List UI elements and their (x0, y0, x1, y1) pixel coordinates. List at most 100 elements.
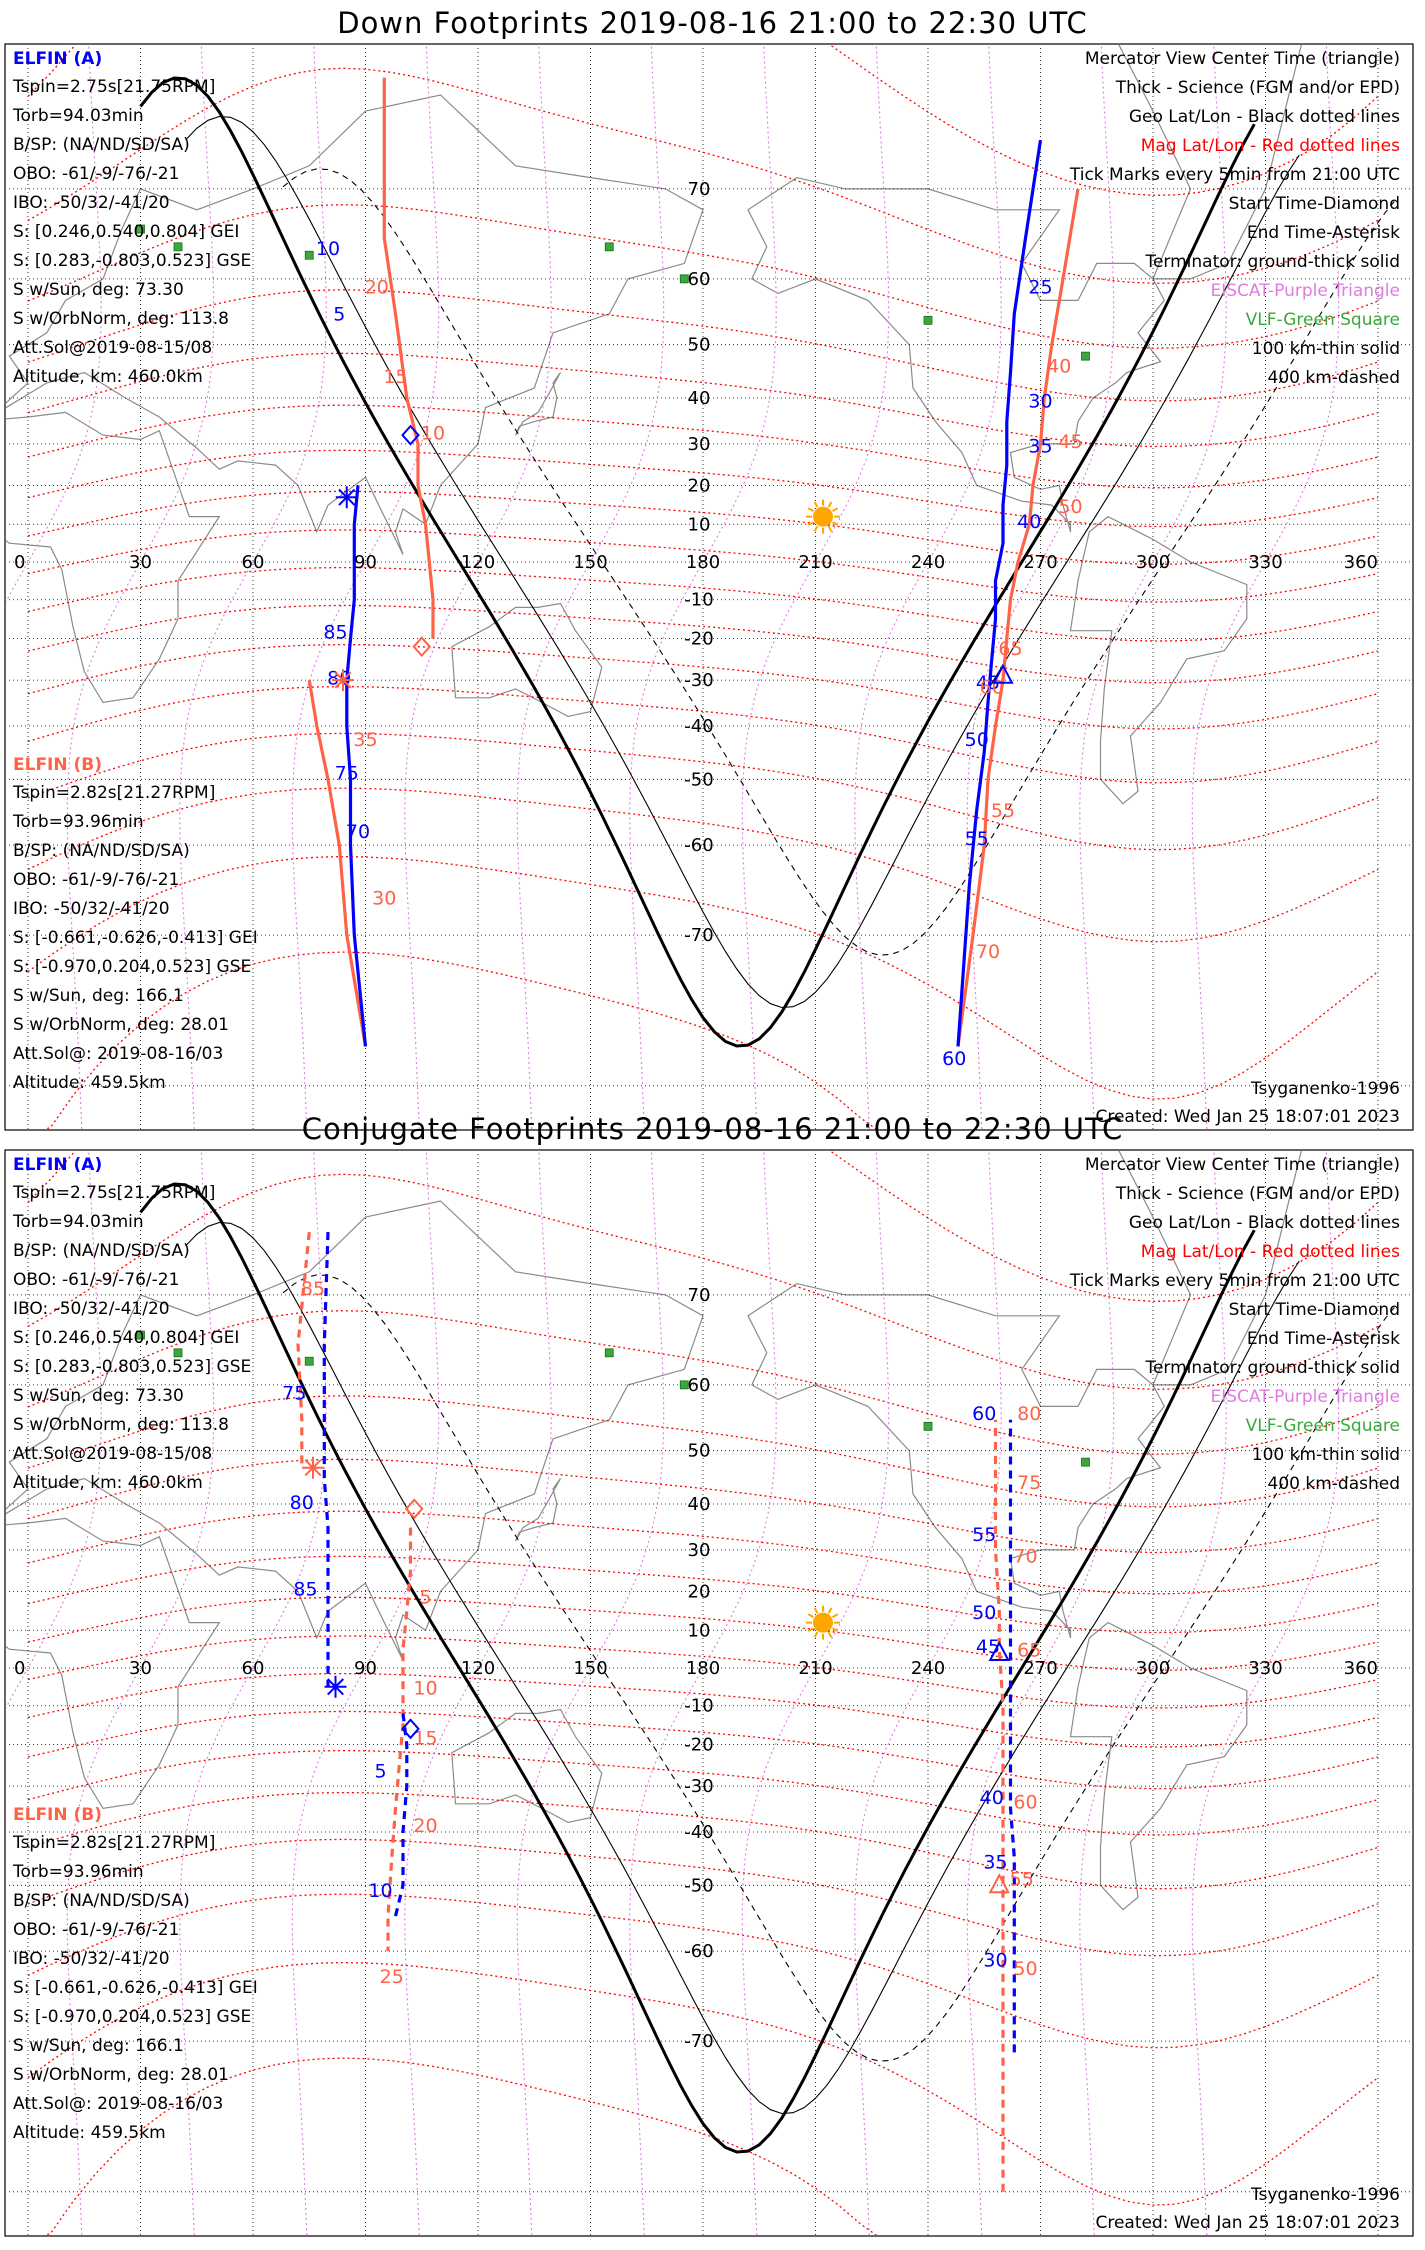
elfin-b-track (307, 679, 368, 1047)
elfin-a-info-line: Att.Sol@2019-08-15/08 (13, 1444, 212, 1464)
vlf-station-square (923, 1421, 933, 1431)
lon-tick-label: 360 (1344, 1658, 1378, 1679)
vlf-station-square (923, 315, 933, 325)
sun-ray (813, 501, 819, 508)
model-label: Tsyganenko-1996 (1250, 2185, 1400, 2205)
end-asterisk-elfin-b (332, 669, 354, 692)
elfin-b-tick-label: 65 (998, 638, 1022, 660)
mag-meridian-line (1079, 1151, 1227, 2235)
elfin-b-info-line: S w/OrbNorm, deg: 28.01 (13, 1015, 229, 1035)
elfin-a-tick-label: 45 (976, 672, 1000, 694)
sun-ray (827, 1631, 833, 1638)
mag-meridian-line (6, 45, 102, 603)
legend-entry: Geo Lat/Lon - Black dotted lines (1129, 107, 1400, 127)
mag-latitude-line (27, 787, 1379, 943)
mag-latitude-line (27, 1961, 1379, 2206)
elfin-b-tick-label: 55 (991, 800, 1015, 822)
mag-meridian-line (179, 45, 327, 1129)
legend-entry: VLF-Green Square (1246, 310, 1400, 330)
elfin-a-info-line: OBO: -61/-9/-76/-21 (13, 164, 179, 184)
elfin-a-tick-label: 75 (282, 1382, 306, 1404)
mag-latitude-line (27, 1310, 1379, 1455)
coastline-0 (6, 1517, 221, 1810)
panel-title-down: Down Footprints 2019-08-16 21:00 to 22:3… (337, 6, 1088, 40)
coastline-2 (451, 1708, 603, 1824)
legend-entry: 100 km-thin solid (1252, 1445, 1400, 1465)
lon-tick-label: 90 (354, 552, 377, 573)
sun-disc (813, 506, 833, 527)
sun-ray (832, 1613, 839, 1619)
lon-tick-label: 210 (798, 552, 832, 573)
legend-entry: Thick - Science (FGM and/or EPD) (1115, 78, 1400, 98)
elfin-b-track (296, 1231, 311, 1468)
lon-tick-label: 330 (1248, 552, 1282, 573)
asterisk-stroke (334, 671, 352, 689)
end-asterisk-elfin-a (324, 1675, 347, 1698)
terminator-400km (282, 168, 1398, 956)
elfin-b-tick-label: 70 (976, 941, 1000, 963)
lon-tick-label: 0 (14, 552, 25, 573)
mag-latitude-line (27, 685, 1379, 784)
mag-meridian-line (854, 45, 1002, 1129)
lat-tick-label: -50 (684, 769, 713, 790)
lat-tick-label: -30 (684, 670, 713, 691)
lat-tick-label: 50 (688, 335, 711, 356)
map-frame (4, 1149, 1414, 2237)
map-frame (4, 43, 1414, 1131)
mag-meridian-line (1191, 1151, 1340, 2235)
elfin-b-tick-label: 40 (1047, 356, 1071, 378)
lon-tick-label: 300 (1136, 1658, 1170, 1679)
elfin-a-tick-label: 40 (1017, 511, 1041, 533)
mag-latitude-line (27, 643, 1379, 730)
elfin-b-title: ELFIN (B) (13, 755, 102, 775)
terminator-400km (282, 1274, 1398, 2062)
elfin-b-info-line: Att.Sol@: 2019-08-16/03 (13, 2094, 223, 2114)
elfin-a-tick-label: 5 (374, 1761, 386, 1783)
coastline-4 (747, 1282, 1166, 1639)
lon-tick-label: 300 (1136, 552, 1170, 573)
elfin-b-tick-label: 45 (1058, 431, 1082, 453)
elfin-a-info-line: IBO: -50/32/-41/20 (13, 193, 170, 213)
lat-tick-label: 10 (688, 514, 711, 535)
elfin-b-info-line: S w/Sun, deg: 166.1 (13, 2036, 184, 2056)
lon-tick-label: 180 (686, 1658, 720, 1679)
mag-meridian-line (1079, 45, 1227, 1129)
elfin-b-tick-label: 50 (1013, 1958, 1037, 1980)
start-diamond-elfin-b (404, 1498, 424, 1520)
asterisk-stroke (327, 1678, 344, 1696)
lat-tick-label: -50 (684, 1875, 713, 1896)
elfin-b-info-line: B/SP: (NA/ND/SD/SA) (13, 841, 190, 861)
lon-tick-label: 90 (354, 1658, 377, 1679)
vlf-station-square (679, 274, 689, 284)
lat-tick-label: -40 (684, 1822, 713, 1843)
elfin-b-tick-label: 30 (372, 887, 396, 909)
vlf-station-square (1081, 351, 1090, 361)
elfin-b-info-line: S w/Sun, deg: 166.1 (13, 986, 184, 1006)
mag-meridian-line (516, 1151, 665, 2235)
mag-latitude-line (27, 1791, 1379, 1890)
end-asterisk-elfin-b (302, 1456, 324, 1479)
lon-tick-label: 120 (461, 552, 495, 573)
mag-latitude-line (27, 1555, 1379, 1634)
elfin-b-track (386, 1527, 413, 1952)
lat-tick-label: 40 (688, 1494, 711, 1515)
coastline-5 (1118, 1151, 1302, 1386)
model-label: Tsyganenko-1996 (1250, 1079, 1400, 1099)
elfin-b-tick-label: 60 (980, 676, 1004, 698)
lat-tick-label: -10 (684, 590, 713, 611)
legend-entry: 400 km-dashed (1268, 368, 1400, 388)
sun-ray (832, 507, 839, 513)
elfin-a-tick-label: 85 (323, 622, 347, 644)
elfin-a-tick-label: 70 (346, 821, 370, 843)
elfin-a-info-line: Torb=94.03min (12, 106, 144, 126)
mag-latitude-line (27, 1173, 1379, 1390)
legend-entry: EISCAT-Purple Triangle (1210, 281, 1400, 301)
sun-ray (807, 507, 814, 513)
elfin-a-info-line: B/SP: (NA/ND/SD/SA) (13, 1241, 190, 1261)
legend-entry: End Time-Asterisk (1247, 223, 1400, 243)
lat-tick-label: -30 (684, 1776, 713, 1797)
elfin-a-info-line: S w/OrbNorm, deg: 113.8 (13, 1415, 229, 1435)
mag-latitude-line (27, 1458, 1379, 1554)
sun-ray (807, 1627, 814, 1633)
legend-entry: Mag Lat/Lon - Red dotted lines (1141, 136, 1400, 156)
